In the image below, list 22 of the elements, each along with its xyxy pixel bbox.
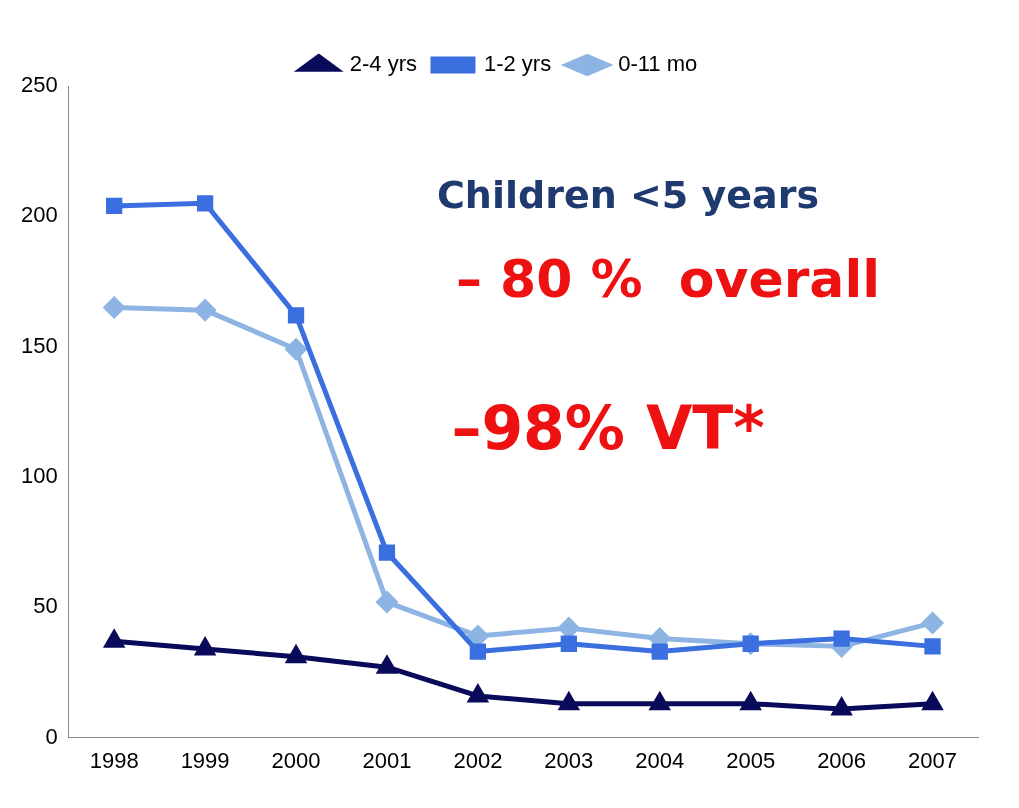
y-tick-label: 200 [20,202,58,228]
annotation: –98% VT* [451,392,765,463]
legend-label: 2-4 yrs [349,51,417,77]
x-tick-label: 2003 [544,747,594,773]
y-tick-label: 50 [33,593,58,619]
x-tick-label: 2000 [271,747,321,773]
annotation: Children <5 years [436,172,820,217]
x-tick-label: 1998 [89,747,139,773]
legend-label: 0-11 mo [618,51,698,77]
y-tick-label: 250 [20,72,58,98]
x-tick-label: 2005 [726,747,776,773]
y-tick-label: 100 [20,463,58,489]
x-tick-label: 2007 [908,747,958,773]
x-tick-label: 2002 [453,747,503,773]
y-tick-label: 0 [45,723,58,749]
annotation: – 80 % overall [455,248,881,309]
y-tick-label: 150 [20,332,58,358]
x-tick-label: 1999 [180,747,230,773]
legend-label: 1-2 yrs [483,51,552,77]
x-tick-label: 2004 [635,747,685,773]
x-tick-label: 2006 [817,747,867,773]
x-tick-label: 2001 [362,747,412,773]
